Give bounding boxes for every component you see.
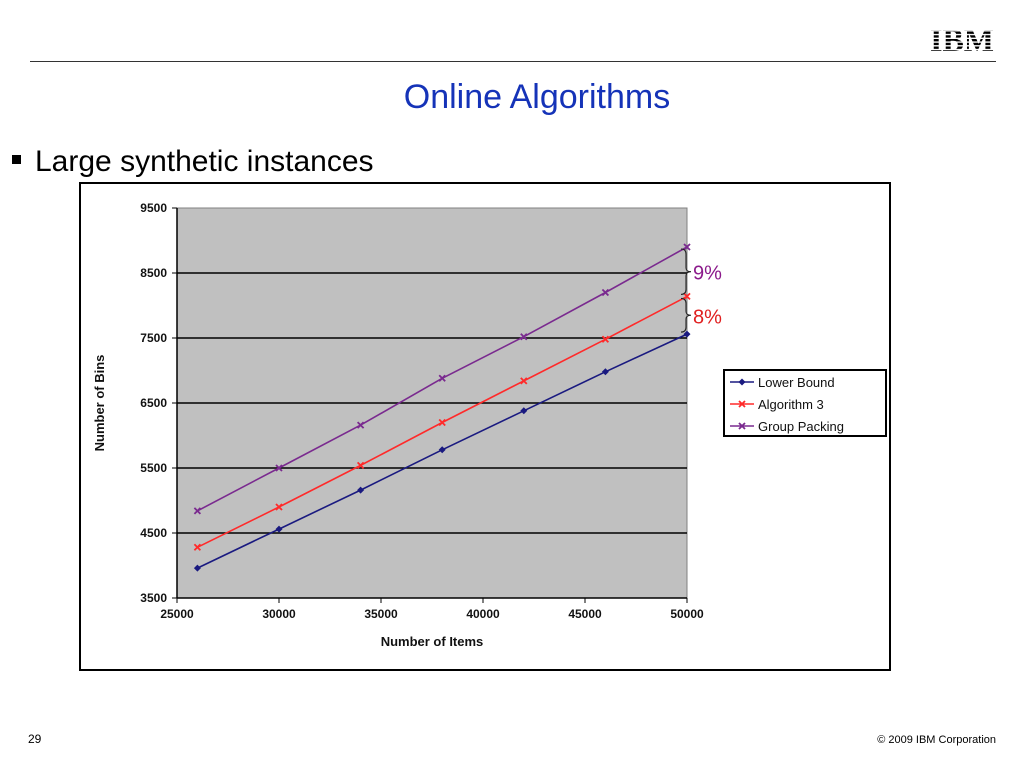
data-point xyxy=(520,407,528,415)
data-point xyxy=(683,330,691,338)
y-tick-label: 7500 xyxy=(140,331,167,345)
x-tick-label: 30000 xyxy=(262,607,296,621)
data-point xyxy=(356,421,365,429)
header-divider xyxy=(30,61,996,62)
y-tick-label: 9500 xyxy=(140,201,167,215)
data-point xyxy=(520,333,528,341)
data-point xyxy=(438,418,446,427)
bullet-item: Large synthetic instances xyxy=(12,145,374,179)
x-tick-label: 25000 xyxy=(160,607,194,621)
data-point xyxy=(275,525,283,533)
data-point xyxy=(438,374,446,382)
data-point xyxy=(683,243,691,251)
data-point xyxy=(357,486,365,494)
data-point xyxy=(356,461,365,470)
legend-marker xyxy=(738,422,746,430)
annotation-brace xyxy=(680,248,692,295)
y-tick-label: 6500 xyxy=(140,396,167,410)
chart-frame: 3500 4500 5500 6500 7500 8500 9500 25000 30000 35… xyxy=(79,182,891,671)
x-tick-label: 35000 xyxy=(364,607,398,621)
annotation-brace xyxy=(680,297,692,333)
copyright-notice: © 2009 IBM Corporation xyxy=(877,734,996,746)
ibm-logo-text: IBM xyxy=(930,24,994,54)
ibm-logo: IBM xyxy=(930,24,994,54)
data-point xyxy=(601,288,610,297)
page-number: 29 xyxy=(28,732,42,746)
data-point xyxy=(275,464,283,472)
y-axis-label: Number of Bins xyxy=(92,355,107,452)
bullet-text: Large synthetic instances xyxy=(35,145,374,178)
data-point xyxy=(601,335,610,343)
legend-marker xyxy=(738,378,746,386)
legend-box xyxy=(723,369,887,437)
data-point xyxy=(438,446,446,454)
legend-marker xyxy=(738,400,746,408)
square-bullet-icon xyxy=(12,154,21,164)
line-chart: 3500 4500 5500 6500 7500 8500 9500 25000 30000 35… xyxy=(92,201,887,649)
y-tick-label: 3500 xyxy=(140,591,167,605)
annotation-label: 9% xyxy=(693,263,722,285)
annotation-label: 8% xyxy=(693,306,722,328)
data-point xyxy=(683,292,691,301)
legend-label: Group Packing xyxy=(758,419,844,434)
data-point xyxy=(520,377,528,385)
y-tick-label: 4500 xyxy=(140,526,167,540)
y-tick-label: 8500 xyxy=(140,266,167,280)
x-tick-label: 50000 xyxy=(670,607,704,621)
data-point xyxy=(193,543,202,551)
legend-label: Algorithm 3 xyxy=(758,397,824,412)
data-point xyxy=(601,368,609,376)
x-tick-label: 40000 xyxy=(466,607,500,621)
y-tick-label: 5500 xyxy=(140,461,167,475)
page-title: Online Algorithms xyxy=(403,78,671,116)
x-axis-label: Number of Items xyxy=(381,634,484,649)
data-point xyxy=(193,564,201,572)
legend-label: Lower Bound xyxy=(758,375,835,390)
data-point xyxy=(193,507,202,515)
x-tick-label: 45000 xyxy=(568,607,602,621)
data-point xyxy=(275,503,283,511)
